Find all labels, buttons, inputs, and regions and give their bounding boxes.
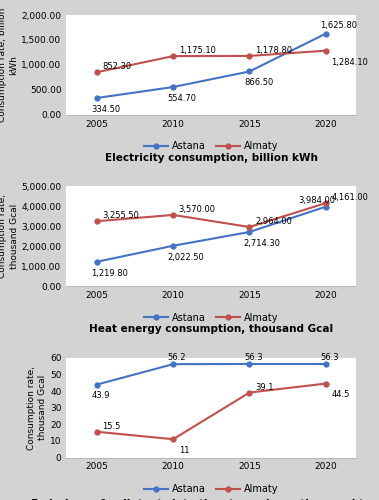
Line: Astana: Astana <box>94 204 328 264</box>
Text: Heat energy consumption, thousand Gcal: Heat energy consumption, thousand Gcal <box>89 324 334 334</box>
Legend: Astana, Almaty: Astana, Almaty <box>140 138 282 155</box>
Astana <box>171 84 175 90</box>
Legend: Astana, Almaty: Astana, Almaty <box>140 480 282 498</box>
Astana <box>95 259 99 265</box>
Astana <box>171 361 175 367</box>
Text: 2,964.00: 2,964.00 <box>255 217 292 226</box>
Almaty <box>171 53 175 59</box>
Text: 43.9: 43.9 <box>91 392 110 400</box>
Line: Astana: Astana <box>94 362 328 387</box>
Almaty <box>323 380 328 386</box>
Text: 2,714.30: 2,714.30 <box>244 239 281 248</box>
Almaty <box>247 390 252 396</box>
Text: 56.2: 56.2 <box>168 353 186 362</box>
Text: 11: 11 <box>179 446 189 455</box>
Line: Almaty: Almaty <box>94 200 328 230</box>
Almaty <box>171 212 175 218</box>
Text: 1,178.80: 1,178.80 <box>255 46 292 55</box>
Astana <box>95 95 99 101</box>
Line: Almaty: Almaty <box>94 381 328 442</box>
Astana <box>323 204 328 210</box>
Text: 56.3: 56.3 <box>320 353 339 362</box>
Text: 2,022.50: 2,022.50 <box>168 252 204 262</box>
Text: 1,284.10: 1,284.10 <box>331 58 368 66</box>
Line: Astana: Astana <box>94 31 328 100</box>
Text: 4,161.00: 4,161.00 <box>331 194 368 202</box>
Almaty <box>323 200 328 206</box>
Text: 56.3: 56.3 <box>244 353 263 362</box>
Text: 44.5: 44.5 <box>331 390 350 400</box>
Text: Electricity consumption, billion kWh: Electricity consumption, billion kWh <box>105 152 318 162</box>
Astana <box>323 361 328 367</box>
Legend: Astana, Almaty: Astana, Almaty <box>140 309 282 326</box>
Text: 554.70: 554.70 <box>168 94 197 103</box>
Y-axis label: Consumption rate,
thousand Gcal: Consumption rate, thousand Gcal <box>27 366 47 450</box>
Text: 852.30: 852.30 <box>102 62 132 72</box>
Text: 39.1: 39.1 <box>255 383 274 392</box>
Text: 3,984.00: 3,984.00 <box>298 196 335 204</box>
Astana <box>247 229 252 235</box>
Almaty <box>247 53 252 59</box>
Text: 334.50: 334.50 <box>91 105 121 114</box>
Almaty <box>247 224 252 230</box>
Text: 866.50: 866.50 <box>244 78 273 88</box>
Text: 1,625.80: 1,625.80 <box>320 21 357 30</box>
Astana <box>323 30 328 36</box>
Almaty <box>323 48 328 54</box>
Almaty <box>95 429 99 435</box>
Text: 1,175.10: 1,175.10 <box>179 46 216 56</box>
Text: 3,255.50: 3,255.50 <box>102 212 139 220</box>
Y-axis label: Consumption rate,
thousand Gcal: Consumption rate, thousand Gcal <box>0 194 19 278</box>
Text: 15.5: 15.5 <box>102 422 121 431</box>
Y-axis label: Consumption rate, billion
kWh: Consumption rate, billion kWh <box>0 8 19 122</box>
Astana <box>171 243 175 249</box>
Almaty <box>95 218 99 224</box>
Astana <box>247 361 252 367</box>
Astana <box>247 68 252 74</box>
Almaty <box>95 69 99 75</box>
Astana <box>95 382 99 388</box>
Text: 3,570.00: 3,570.00 <box>179 205 216 214</box>
Line: Almaty: Almaty <box>94 48 328 74</box>
Almaty <box>171 436 175 442</box>
Text: 1,219.80: 1,219.80 <box>91 268 128 278</box>
